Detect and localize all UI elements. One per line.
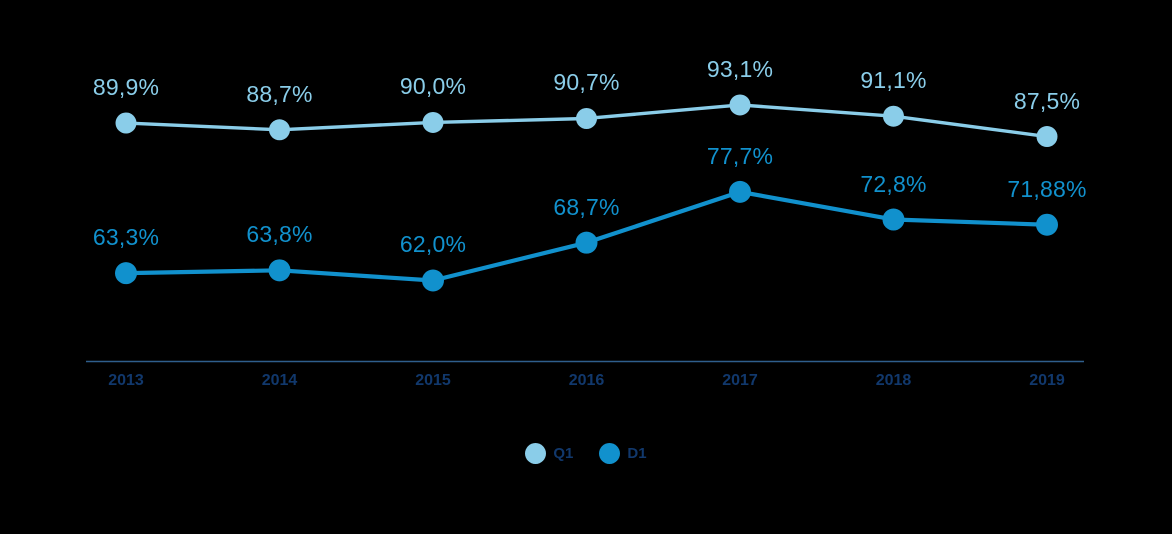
data-point-marker[interactable] [882, 208, 905, 231]
data-point-marker[interactable] [115, 112, 137, 134]
data-point-marker[interactable] [422, 269, 444, 292]
legend-swatch-icon [525, 443, 547, 464]
x-axis-tick-2013: 2013 [108, 372, 144, 389]
x-axis-tick-2014: 2014 [261, 372, 298, 389]
legend-label: Q1 [553, 445, 574, 462]
data-point-marker[interactable] [883, 105, 904, 127]
legend-item-d1[interactable]: D1 [599, 443, 647, 464]
data-point-marker[interactable] [575, 231, 598, 254]
x-axis-tick-2018: 2018 [875, 372, 912, 389]
legend-item-q1[interactable]: Q1 [525, 443, 573, 464]
legend-swatch-icon [599, 443, 621, 464]
data-point-marker[interactable] [115, 262, 137, 285]
x-axis-tick-2015: 2015 [415, 372, 451, 389]
x-axis-tick-2016: 2016 [568, 372, 605, 389]
data-point-marker[interactable] [576, 107, 597, 129]
chart-legend: Q1 D1 [0, 443, 1172, 464]
data-point-marker[interactable] [1036, 213, 1058, 236]
x-axis-tick-2019: 2019 [1029, 372, 1065, 389]
data-point-marker[interactable] [729, 180, 751, 203]
data-point-marker[interactable] [422, 111, 444, 133]
x-axis-tick-2017: 2017 [722, 372, 758, 389]
data-point-marker[interactable] [268, 259, 291, 282]
data-point-marker[interactable] [269, 119, 290, 141]
data-point-marker[interactable] [1036, 126, 1058, 148]
legend-label: D1 [627, 445, 647, 462]
data-point-marker[interactable] [729, 94, 751, 116]
